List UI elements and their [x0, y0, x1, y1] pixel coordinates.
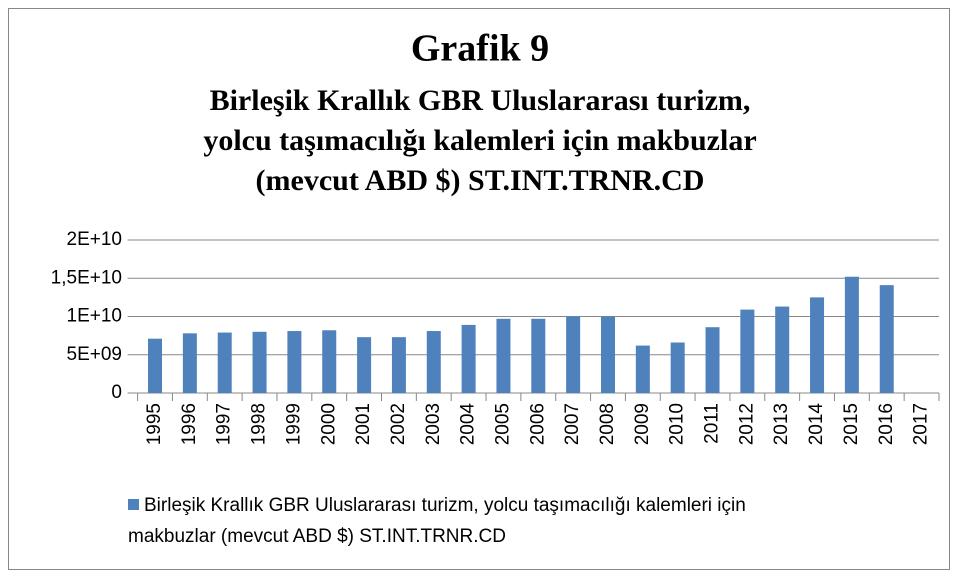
- x-tick-label: 2017: [911, 403, 932, 445]
- x-tick-label: 2012: [736, 403, 757, 445]
- x-tick-label: 1999: [283, 403, 304, 445]
- bar: [740, 309, 755, 393]
- y-tick-label: 5E+09: [67, 344, 122, 365]
- bar: [705, 327, 720, 393]
- bar: [148, 338, 163, 393]
- bar: [879, 285, 894, 393]
- bar: [810, 297, 825, 393]
- bar: [496, 318, 511, 393]
- bar: [252, 331, 267, 393]
- x-tick-label: 2007: [562, 403, 583, 445]
- bar: [775, 306, 790, 393]
- x-tick-label: 2008: [597, 403, 618, 445]
- bar: [182, 333, 197, 393]
- x-tick-label: 1997: [214, 403, 235, 445]
- bar: [391, 337, 406, 393]
- x-tick-label: 2014: [806, 403, 827, 446]
- bar: [357, 337, 372, 393]
- y-tick-label: 1,5E+10: [51, 267, 122, 288]
- x-tick-label: 2010: [667, 403, 688, 445]
- x-tick-label: 1996: [179, 403, 200, 445]
- x-tick-label: 2016: [876, 403, 897, 445]
- x-tick-label: 2000: [318, 403, 339, 445]
- x-tick-label: 2006: [527, 403, 548, 445]
- y-tick-label: 0: [111, 382, 122, 403]
- x-tick-label: 2013: [771, 403, 792, 445]
- chart-subtitle: yolcu taşımacılığı kalemleri için makbuz…: [203, 124, 756, 157]
- bar: [566, 316, 581, 393]
- chart-border: [8, 8, 950, 570]
- x-tick-label: 2005: [492, 403, 513, 445]
- x-tick-label: 1998: [249, 403, 270, 445]
- bar: [635, 345, 650, 393]
- x-tick-label: 2001: [353, 403, 374, 445]
- bar: [426, 331, 441, 393]
- x-tick-label: 2003: [423, 403, 444, 445]
- x-tick-label: 2011: [702, 403, 723, 444]
- y-tick-label: 1E+10: [67, 306, 122, 327]
- bar: [217, 332, 232, 393]
- bar: [844, 276, 859, 393]
- legend-swatch: [128, 499, 139, 510]
- x-tick-label: 2009: [632, 403, 653, 445]
- bar: [600, 316, 615, 393]
- y-tick-label: 2E+10: [67, 229, 122, 250]
- bar: [670, 342, 685, 393]
- bar: [322, 330, 337, 393]
- x-tick-label: 2015: [841, 403, 862, 445]
- x-tick-label: 2002: [388, 403, 409, 445]
- x-tick-label: 1995: [144, 403, 165, 445]
- chart-subtitle: Birleşik Krallık GBR Uluslararası turizm…: [210, 84, 751, 117]
- bar: [461, 324, 476, 393]
- bar: [531, 318, 546, 393]
- chart-title: Grafik 9: [411, 28, 549, 70]
- legend-label: Birleşik Krallık GBR Uluslararası turizm…: [128, 495, 746, 547]
- x-tick-label: 2004: [458, 403, 479, 446]
- legend: Birleşik Krallık GBR Uluslararası turizm…: [128, 490, 768, 552]
- bar: [287, 331, 302, 393]
- chart-subtitle: (mevcut ABD $) ST.INT.TRNR.CD: [256, 164, 705, 197]
